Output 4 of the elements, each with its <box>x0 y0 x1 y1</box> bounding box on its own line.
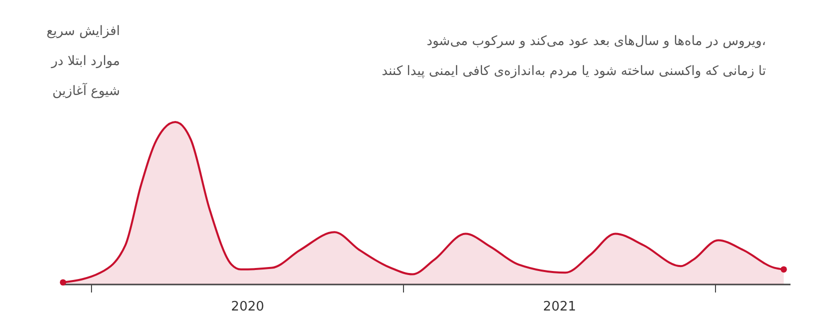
text: ویروس در ماه‌ها و سال‌های بعد عود می‌کند و سرکوب می‌شود، تا زمانی که واکسنی ساخته شود یا مردم به‌اندازه‌ی کافی ایمنی پیدا کنند <box>382 34 766 79</box>
x-tick-label: 2021 <box>543 300 576 314</box>
text: افزایش سریع موارد ابتلا در شیوع آغازین <box>46 24 120 99</box>
x-tick-label: 2020 <box>231 300 264 314</box>
